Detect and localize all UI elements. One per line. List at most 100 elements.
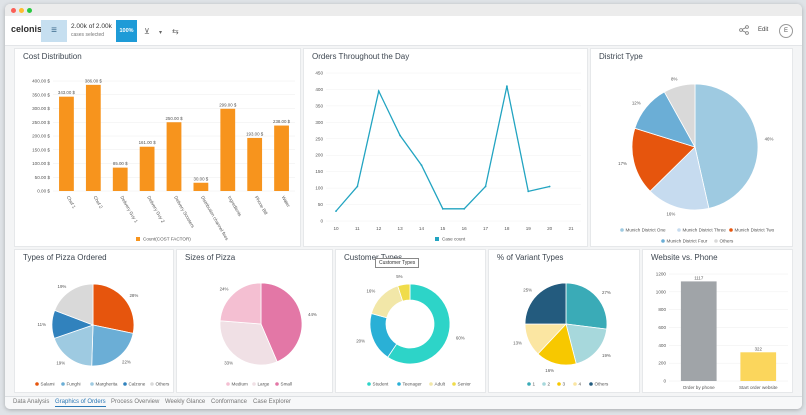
legend-swatch xyxy=(429,382,433,386)
data-label: 238.00 $ xyxy=(273,119,291,124)
legend-label: Case count xyxy=(442,237,466,242)
slice-label: 19% xyxy=(58,284,67,289)
data-label: 1117 xyxy=(694,275,704,280)
legend-swatch xyxy=(573,382,577,386)
y-tick-label: 300.00 $ xyxy=(32,106,50,111)
app-window: celonis ≡ 2.00k of 2.00k cases selected … xyxy=(5,4,802,409)
panel-title: Website vs. Phone xyxy=(651,253,718,262)
slice-label: 13% xyxy=(513,341,522,346)
x-tick-label: Ingredients xyxy=(227,195,243,218)
y-tick-label: 350 xyxy=(315,103,323,108)
x-tick-label: 19 xyxy=(526,226,532,231)
pie-slice xyxy=(565,282,608,330)
panel-title: Cost Distribution xyxy=(23,52,82,61)
y-tick-label: 100 xyxy=(315,186,323,191)
pizza-types-panel: Types of Pizza Ordered 28% 22% 19% 11% 19% Sa… xyxy=(14,249,174,393)
x-tick-label: 17 xyxy=(483,226,489,231)
cases-selected-info: 2.00k of 2.00k cases selected xyxy=(71,23,112,39)
filter-icon[interactable]: ⊻ xyxy=(144,27,150,36)
y-tick-label: 1200 xyxy=(656,272,667,277)
series-line xyxy=(335,86,550,212)
legend-label: Teenager xyxy=(403,382,423,387)
y-tick-label: 100.00 $ xyxy=(32,161,50,166)
logo-text: celonis xyxy=(11,24,43,34)
top-toolbar: celonis ≡ 2.00k of 2.00k cases selected … xyxy=(5,16,802,46)
legend-label: 2 xyxy=(548,382,551,387)
pie-slice xyxy=(91,324,134,367)
selection-percent-button[interactable]: 100% xyxy=(116,20,137,42)
bar xyxy=(247,137,263,191)
legend-swatch xyxy=(61,382,65,386)
legend-label: Large xyxy=(258,382,270,387)
legend-label: Munich District Two xyxy=(735,228,775,233)
y-tick-label: 0 xyxy=(663,379,666,384)
y-tick-label: 0 xyxy=(320,219,323,224)
swap-arrows-icon[interactable]: ⇆ xyxy=(172,27,179,36)
data-point xyxy=(463,207,466,210)
y-tick-label: 400 xyxy=(658,343,666,348)
legend-label: Munich District Three xyxy=(683,228,727,233)
x-tick-label: Delivery Guy 2 xyxy=(146,195,166,224)
legend-swatch xyxy=(435,237,439,241)
district-pie-chart: 46% 16% 17% 12% 8% Munich District One Munich … xyxy=(618,77,775,244)
legend-label: Munich District One xyxy=(626,228,667,233)
close-window-button[interactable] xyxy=(11,8,16,13)
y-tick-label: 200 xyxy=(315,153,323,158)
legend-swatch xyxy=(123,382,127,386)
bar xyxy=(59,96,74,191)
pizza-sizes-pie-chart: 44% 33% 24% Medium Large Small xyxy=(219,282,317,387)
slice-label: 27% xyxy=(602,290,611,295)
maximize-window-button[interactable] xyxy=(27,8,32,13)
edit-button[interactable]: Edit xyxy=(758,27,769,33)
legend-label: Margherita xyxy=(96,382,118,387)
legend-label: Small xyxy=(281,382,293,387)
pie-slice xyxy=(694,83,759,209)
y-tick-label: 50 xyxy=(318,202,324,207)
legend-swatch xyxy=(729,228,733,232)
pie-slice xyxy=(565,323,608,365)
share-icon[interactable] xyxy=(739,25,749,35)
bar xyxy=(85,84,101,191)
legend-label: Salami xyxy=(41,382,55,387)
chevron-down-icon[interactable]: ▾ xyxy=(159,30,163,36)
tab-graphics-of-orders[interactable]: Graphics of Orders xyxy=(55,399,106,407)
legend-swatch xyxy=(714,239,718,243)
data-point xyxy=(527,190,530,193)
data-point xyxy=(377,90,380,92)
data-label: 85.00 $ xyxy=(113,161,128,166)
user-avatar[interactable]: E xyxy=(779,24,793,38)
pizza-sizes-panel: Sizes of Pizza 44% 33% 24% Medium Large Small xyxy=(176,249,333,393)
minimize-window-button[interactable] xyxy=(19,8,24,13)
pie-slice xyxy=(260,282,303,363)
district-type-panel: District Type 46% 16% 17% 12% 8% Munich Distr… xyxy=(590,48,793,247)
data-point xyxy=(399,134,401,137)
x-tick-label: 11 xyxy=(355,226,360,231)
tab-conformance[interactable]: Conformance xyxy=(211,399,248,405)
tab-weekly-glance[interactable]: Weekly Glance xyxy=(165,399,206,405)
pie-slice xyxy=(663,83,696,149)
data-point xyxy=(506,85,508,88)
legend-swatch xyxy=(542,382,546,386)
tab-data-analysis[interactable]: Data Analysis xyxy=(13,399,50,405)
x-tick-label: Phone Bill xyxy=(254,195,269,215)
x-tick-label: 21 xyxy=(568,226,574,231)
slice-label: 60% xyxy=(456,335,465,340)
y-tick-label: 50.00 $ xyxy=(35,175,51,180)
bar xyxy=(740,352,777,381)
legend-swatch xyxy=(35,382,39,386)
cost-distribution-panel: Cost Distribution 0.00 $ 50.00 $ 100.00 $ 1… xyxy=(14,48,301,247)
pie-slice xyxy=(219,320,278,366)
tab-case-explorer[interactable]: Case Explorer xyxy=(253,399,292,405)
y-tick-label: 250.00 $ xyxy=(32,120,50,125)
tab-process-overview[interactable]: Process Overview xyxy=(111,399,160,405)
menu-button[interactable]: ≡ xyxy=(41,20,67,42)
bar xyxy=(193,182,209,191)
legend-label: Medium xyxy=(232,382,249,387)
x-tick-label: Start order website xyxy=(739,385,778,390)
bar xyxy=(166,122,182,191)
legend-swatch xyxy=(620,228,624,232)
x-tick-label: Water xyxy=(281,195,292,208)
panel-title: % of Variant Types xyxy=(497,253,564,262)
legend-swatch xyxy=(252,382,256,386)
slice-label: 33% xyxy=(224,361,233,366)
